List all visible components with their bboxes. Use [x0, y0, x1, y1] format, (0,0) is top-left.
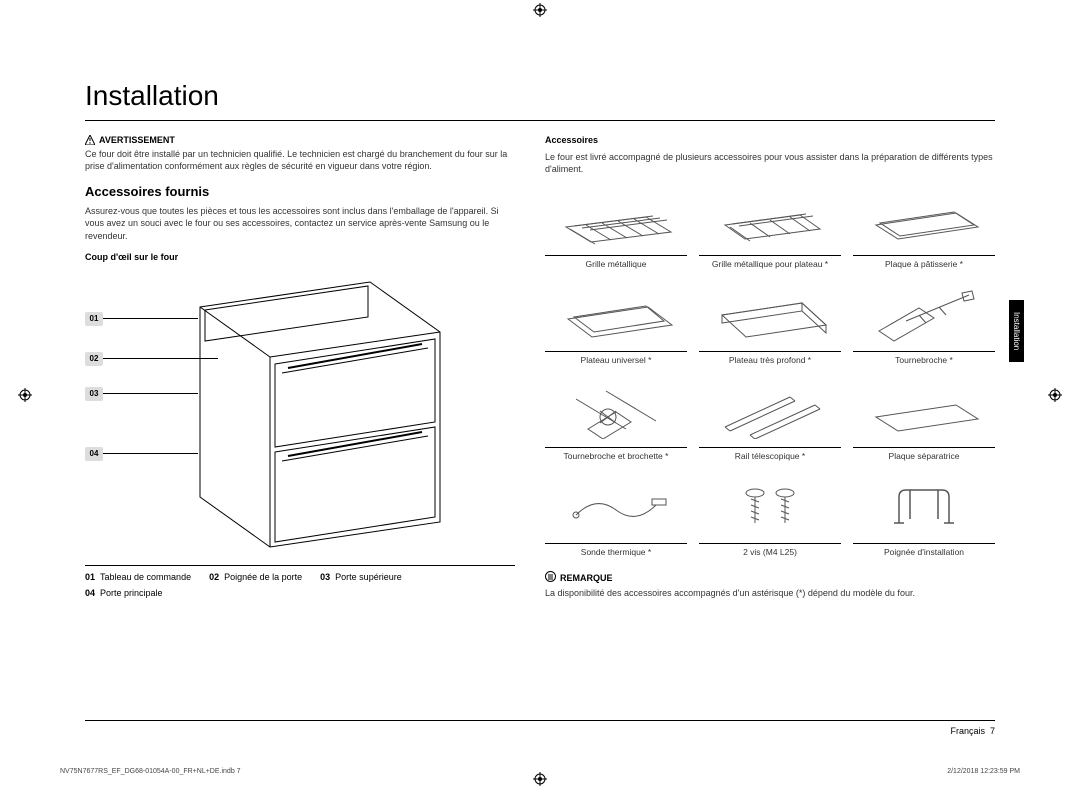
screws-icon — [710, 475, 830, 535]
supplied-text: Assurez-vous que toutes les pièces et to… — [85, 205, 515, 241]
callout-01: 01 — [85, 312, 103, 326]
acc-cell-11: 2 vis (M4 L25) — [699, 469, 841, 557]
side-tab: Installation — [1009, 300, 1024, 362]
acc-label: Plaque séparatrice — [853, 451, 995, 461]
callout-04: 04 — [85, 447, 103, 461]
oven-diagram: 01 02 03 04 — [85, 272, 515, 598]
acc-label: Sonde thermique * — [545, 547, 687, 557]
acc-cell-3: Plaque à pâtisserie * — [853, 181, 995, 269]
acc-label: 2 vis (M4 L25) — [699, 547, 841, 557]
accessories-grid: Grille métallique Grille métallique pour… — [545, 181, 995, 557]
note-icon — [545, 571, 556, 584]
acc-label: Tournebroche et brochette * — [545, 451, 687, 461]
warning-heading: AVERTISSEMENT — [85, 135, 515, 145]
glance-heading: Coup d'œil sur le four — [85, 252, 515, 262]
footer-rule — [85, 720, 995, 721]
acc-label: Grille métallique pour plateau * — [699, 259, 841, 269]
crop-mark-top — [533, 3, 547, 17]
acc-label: Rail télescopique * — [699, 451, 841, 461]
print-mark-left: NV75N7677RS_EF_DG68-01054A-00_FR+NL+DE.i… — [60, 768, 241, 775]
acc-label: Plateau très profond * — [699, 355, 841, 365]
remark-text: La disponibilité des accessoires accompa… — [545, 587, 995, 599]
oven-drawing — [170, 272, 460, 552]
acc-cell-10: Sonde thermique * — [545, 469, 687, 557]
legend-rule — [85, 565, 515, 566]
print-mark-right: 2/12/2018 12:23:59 PM — [947, 768, 1020, 775]
warning-text: Ce four doit être installé par un techni… — [85, 148, 515, 172]
acc-cell-5: Plateau très profond * — [699, 277, 841, 365]
accessories-heading: Accessoires — [545, 135, 995, 145]
wire-insert-icon — [710, 187, 830, 247]
acc-cell-1: Grille métallique — [545, 181, 687, 269]
page-content: Installation AVERTISSEMENT Ce four doit … — [85, 80, 995, 599]
callout-02: 02 — [85, 352, 103, 366]
wire-rack-icon — [556, 187, 676, 247]
acc-label: Grille métallique — [545, 259, 687, 269]
title-rule — [85, 120, 995, 121]
footer-lang: Français — [950, 726, 985, 736]
page-title: Installation — [85, 80, 995, 112]
page-footer: Français 7 — [950, 726, 995, 736]
thermal-probe-icon — [556, 475, 676, 535]
divider-plate-icon — [864, 379, 984, 439]
acc-cell-7: Tournebroche et brochette * — [545, 373, 687, 461]
acc-label: Poignée d'installation — [853, 547, 995, 557]
accessories-intro: Le four est livré accompagné de plusieur… — [545, 151, 995, 175]
legend-item-04: 04Porte principale — [85, 588, 515, 598]
acc-cell-9: Plaque séparatrice — [853, 373, 995, 461]
right-column: Accessoires Le four est livré accompagné… — [545, 135, 995, 599]
deep-tray-icon — [710, 283, 830, 343]
footer-pagenum: 7 — [990, 726, 995, 736]
acc-label: Tournebroche * — [853, 355, 995, 365]
install-handle-icon — [864, 475, 984, 535]
legend: 01Tableau de commande 02Poignée de la po… — [85, 572, 515, 598]
acc-cell-2: Grille métallique pour plateau * — [699, 181, 841, 269]
warning-label: AVERTISSEMENT — [99, 135, 175, 145]
supplied-heading: Accessoires fournis — [85, 184, 515, 199]
crop-mark-left — [18, 388, 32, 402]
callout-03: 03 — [85, 387, 103, 401]
acc-label: Plaque à pâtisserie * — [853, 259, 995, 269]
legend-item-03: 03Porte supérieure — [320, 572, 402, 582]
crop-mark-right — [1048, 388, 1062, 402]
rotisserie-icon — [864, 283, 984, 343]
warning-icon — [85, 135, 95, 145]
rotisserie-skewer-icon — [556, 379, 676, 439]
telescopic-rail-icon — [710, 379, 830, 439]
acc-label: Plateau universel * — [545, 355, 687, 365]
baking-tray-icon — [864, 187, 984, 247]
legend-item-02: 02Poignée de la porte — [209, 572, 302, 582]
remark-label: REMARQUE — [560, 573, 613, 583]
universal-tray-icon — [556, 283, 676, 343]
acc-cell-4: Plateau universel * — [545, 277, 687, 365]
acc-cell-6: Tournebroche * — [853, 277, 995, 365]
remark-heading: REMARQUE — [545, 571, 995, 584]
crop-mark-bottom — [533, 772, 547, 786]
left-column: AVERTISSEMENT Ce four doit être installé… — [85, 135, 515, 599]
acc-cell-12: Poignée d'installation — [853, 469, 995, 557]
acc-cell-8: Rail télescopique * — [699, 373, 841, 461]
legend-item-01: 01Tableau de commande — [85, 572, 191, 582]
